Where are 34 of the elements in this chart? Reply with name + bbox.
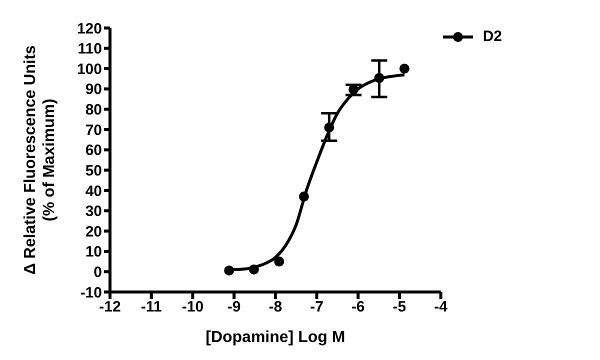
y-tick-label: 60 xyxy=(85,142,102,160)
y-tick-label: 90 xyxy=(85,81,102,98)
point xyxy=(248,264,259,274)
y-tick-label: 40 xyxy=(85,182,102,200)
point xyxy=(274,256,284,267)
y-tick-label: 80 xyxy=(85,102,102,119)
x-tick-label: -12 xyxy=(99,298,121,316)
y-tick-label: 10 xyxy=(85,244,102,261)
point xyxy=(399,64,410,74)
x-tick-label: -11 xyxy=(140,298,162,316)
y-tick-label: 30 xyxy=(85,203,102,220)
x-tick-label: -9 xyxy=(227,298,241,316)
y-tick-label: -10 xyxy=(80,284,102,302)
point xyxy=(374,72,384,83)
point xyxy=(298,192,309,202)
y-tick-label: 70 xyxy=(85,122,102,139)
x-tick-label: -6 xyxy=(351,298,365,316)
point xyxy=(348,84,359,95)
x-tick-label: -5 xyxy=(392,298,406,316)
legend-label: D2 xyxy=(482,28,502,45)
x-axis-title: [Dopamine] Log M xyxy=(206,329,346,346)
x-tick-label: -4 xyxy=(434,298,448,316)
y-axis-title: Δ Relative Fluorescence Units (% of Maximum) xyxy=(22,45,58,275)
point xyxy=(324,122,334,133)
x-tick-label: -7 xyxy=(310,298,324,316)
y-tick-label: 0 xyxy=(94,264,102,282)
y-tick-label: 120 xyxy=(76,20,102,38)
x-tick-label: -8 xyxy=(268,298,282,316)
y-tick-label: 100 xyxy=(76,60,102,78)
y-tick-label: 50 xyxy=(85,162,102,180)
x-tick-label: -10 xyxy=(182,298,204,316)
y-tick-label: 110 xyxy=(78,40,102,58)
point xyxy=(224,265,234,276)
y-tick-label: 20 xyxy=(85,223,102,240)
